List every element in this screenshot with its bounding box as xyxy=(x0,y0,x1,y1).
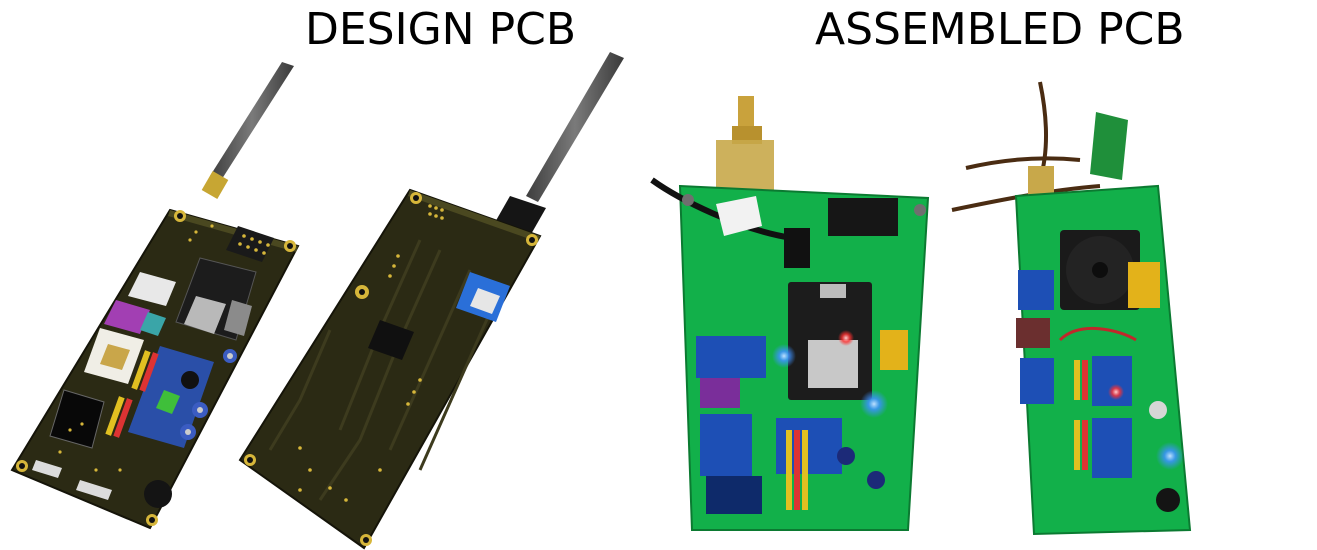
design-pcb-title: DESIGN PCB xyxy=(305,4,577,55)
assembled-pcb-left xyxy=(650,96,930,531)
design-pcb-back xyxy=(238,52,624,550)
led-icon xyxy=(860,390,888,418)
sd-card-slot-icon xyxy=(456,272,510,322)
buzzer-icon xyxy=(1156,488,1180,512)
fan-icon xyxy=(1060,230,1140,310)
design-pcb-front xyxy=(10,62,300,530)
antenna-icon xyxy=(526,52,624,202)
assembled-pcb-title: ASSEMBLED PCB xyxy=(815,4,1185,55)
led-icon xyxy=(838,330,854,346)
led-icon xyxy=(1156,442,1184,470)
led-icon xyxy=(1108,384,1124,400)
buzzer-icon xyxy=(144,480,172,508)
antenna-icon xyxy=(201,62,294,200)
sma-connector-icon xyxy=(716,96,774,202)
assembled-pcb-right xyxy=(951,81,1192,536)
led-icon xyxy=(772,344,796,368)
